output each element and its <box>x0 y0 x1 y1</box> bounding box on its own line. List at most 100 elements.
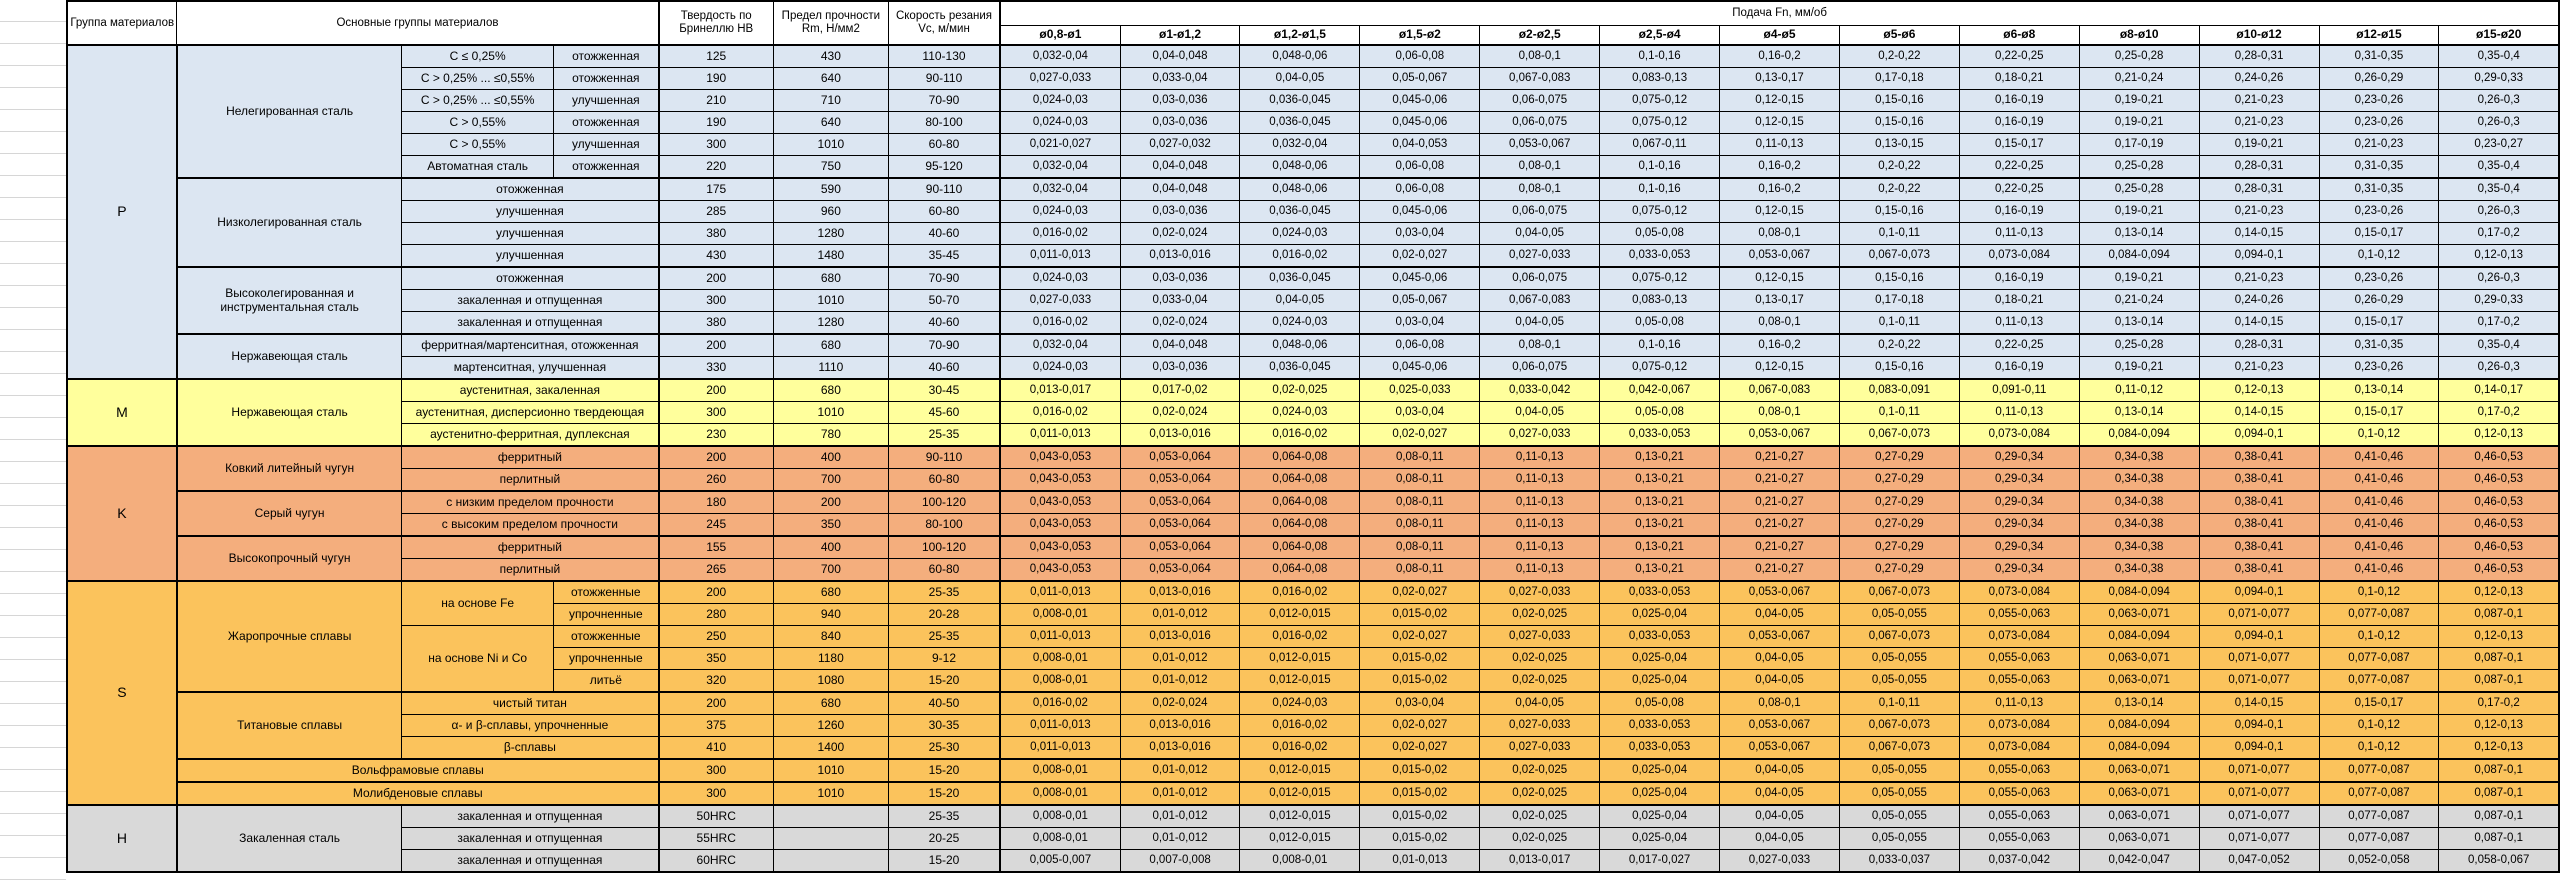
sub-material-cell[interactable]: ферритный <box>401 445 660 469</box>
feed-cell[interactable]: 0,008-0,01 <box>999 669 1121 693</box>
feed-cell[interactable]: 0,12-0,13 <box>2198 378 2320 402</box>
feed-cell[interactable]: 0,46-0,53 <box>2438 558 2560 582</box>
feed-cell[interactable]: 0,04-0,048 <box>1119 333 1241 357</box>
feed-cell[interactable]: 0,13-0,21 <box>1599 468 1721 492</box>
feed-cell[interactable]: 0,05-0,08 <box>1599 311 1721 335</box>
speed-cell[interactable]: 70-90 <box>887 89 1001 112</box>
feed-cell[interactable]: 0,087-0,1 <box>2438 781 2560 806</box>
feed-cell[interactable]: 0,23-0,26 <box>2318 266 2440 290</box>
sub-material-cell[interactable]: закаленная и отпущенная <box>401 827 660 850</box>
feed-cell[interactable]: 0,036-0,045 <box>1239 266 1361 290</box>
feed-cell[interactable]: 0,013-0,016 <box>1119 736 1241 760</box>
strength-cell[interactable]: 1010 <box>772 133 889 156</box>
feed-cell[interactable]: 0,084-0,094 <box>2078 423 2200 447</box>
hardness-cell[interactable]: 220 <box>657 155 774 179</box>
feed-cell[interactable]: 0,11-0,13 <box>1479 445 1601 469</box>
feed-cell[interactable]: 0,27-0,29 <box>1838 490 1960 514</box>
sub-material-cell[interactable]: β-сплавы <box>401 736 660 760</box>
feed-cell[interactable]: 0,27-0,29 <box>1838 468 1960 492</box>
sub-material-cell[interactable]: отожженные <box>553 625 660 648</box>
feed-cell[interactable]: 0,22-0,25 <box>1958 333 2080 357</box>
header-group[interactable]: Группа материалов <box>66 0 178 46</box>
feed-cell[interactable]: 0,13-0,14 <box>2078 691 2200 715</box>
feed-cell[interactable]: 0,16-0,19 <box>1958 111 2080 134</box>
hardness-cell[interactable]: 375 <box>657 714 774 737</box>
feed-cell[interactable]: 0,41-0,46 <box>2318 445 2440 469</box>
speed-cell[interactable]: 45-60 <box>887 401 1001 424</box>
feed-cell[interactable]: 0,091-0,11 <box>1958 378 2080 402</box>
feed-cell[interactable]: 0,01-0,013 <box>1359 849 1481 873</box>
feed-cell[interactable]: 0,024-0,03 <box>999 266 1121 290</box>
feed-cell[interactable]: 0,064-0,08 <box>1239 490 1361 514</box>
feed-cell[interactable]: 0,027-0,033 <box>999 289 1121 312</box>
feed-cell[interactable]: 0,033-0,053 <box>1599 714 1721 737</box>
feed-cell[interactable]: 0,23-0,27 <box>2438 133 2560 156</box>
feed-cell[interactable]: 0,13-0,14 <box>2078 222 2200 245</box>
feed-cell[interactable]: 0,017-0,02 <box>1119 378 1241 402</box>
strength-cell[interactable]: 590 <box>772 177 889 201</box>
feed-cell[interactable]: 0,12-0,13 <box>2438 714 2560 737</box>
feed-cell[interactable]: 0,19-0,21 <box>2198 133 2320 156</box>
feed-cell[interactable]: 0,016-0,02 <box>1239 580 1361 604</box>
feed-cell[interactable]: 0,05-0,055 <box>1838 804 1960 828</box>
feed-cell[interactable]: 0,06-0,075 <box>1479 89 1601 112</box>
feed-cell[interactable]: 0,02-0,027 <box>1359 625 1481 648</box>
hardness-cell[interactable]: 410 <box>657 736 774 760</box>
feed-cell[interactable]: 0,043-0,053 <box>999 513 1121 537</box>
feed-cell[interactable]: 0,01-0,012 <box>1119 781 1241 806</box>
hardness-cell[interactable]: 55HRC <box>657 827 774 850</box>
feed-cell[interactable]: 0,077-0,087 <box>2318 647 2440 670</box>
feed-cell[interactable]: 0,27-0,29 <box>1838 535 1960 559</box>
speed-cell[interactable]: 20-28 <box>887 603 1001 626</box>
feed-cell[interactable]: 0,41-0,46 <box>2318 513 2440 537</box>
sub-material-cell[interactable]: отожженная <box>401 266 660 290</box>
feed-cell[interactable]: 0,04-0,05 <box>1719 669 1840 693</box>
feed-cell[interactable]: 0,03-0,036 <box>1119 266 1241 290</box>
feed-cell[interactable]: 0,053-0,064 <box>1119 535 1241 559</box>
feed-cell[interactable]: 0,13-0,14 <box>2078 311 2200 335</box>
feed-cell[interactable]: 0,064-0,08 <box>1239 513 1361 537</box>
feed-cell[interactable]: 0,005-0,007 <box>999 849 1121 873</box>
material-cell[interactable]: Жаропрочные сплавы <box>176 580 403 693</box>
strength-cell[interactable]: 1110 <box>772 356 889 380</box>
speed-cell[interactable]: 60-80 <box>887 468 1001 492</box>
strength-cell[interactable]: 710 <box>772 89 889 112</box>
feed-cell[interactable]: 0,15-0,16 <box>1838 111 1960 134</box>
feed-cell[interactable]: 0,02-0,027 <box>1359 580 1481 604</box>
feed-cell[interactable]: 0,19-0,21 <box>2078 356 2200 380</box>
feed-cell[interactable]: 0,058-0,067 <box>2438 849 2560 873</box>
feed-cell[interactable]: 0,011-0,013 <box>999 714 1121 737</box>
feed-cell[interactable]: 0,46-0,53 <box>2438 490 2560 514</box>
feed-cell[interactable]: 0,087-0,1 <box>2438 669 2560 693</box>
feed-cell[interactable]: 0,11-0,13 <box>1479 468 1601 492</box>
feed-cell[interactable]: 0,016-0,02 <box>999 401 1121 424</box>
feed-cell[interactable]: 0,05-0,055 <box>1838 827 1960 850</box>
feed-cell[interactable]: 0,08-0,11 <box>1359 535 1481 559</box>
feed-cell[interactable]: 0,043-0,053 <box>999 468 1121 492</box>
sub-material-cell[interactable]: улучшенная <box>401 222 660 245</box>
feed-cell[interactable]: 0,02-0,025 <box>1479 758 1601 783</box>
feed-cell[interactable]: 0,011-0,013 <box>999 736 1121 760</box>
material-cell[interactable]: Серый чугун <box>176 490 403 537</box>
feed-cell[interactable]: 0,055-0,063 <box>1958 647 2080 670</box>
feed-cell[interactable]: 0,21-0,23 <box>2198 266 2320 290</box>
feed-cell[interactable]: 0,077-0,087 <box>2318 758 2440 783</box>
feed-cell[interactable]: 0,067-0,083 <box>1479 289 1601 312</box>
strength-cell[interactable]: 1260 <box>772 714 889 737</box>
feed-cell[interactable]: 0,027-0,033 <box>1719 849 1840 873</box>
feed-cell[interactable]: 0,08-0,1 <box>1719 311 1840 335</box>
material-cell[interactable]: Титановые сплавы <box>176 691 403 760</box>
feed-cell[interactable]: 0,02-0,024 <box>1119 691 1241 715</box>
feed-cell[interactable]: 0,025-0,033 <box>1359 378 1481 402</box>
feed-cell[interactable]: 0,073-0,084 <box>1958 736 2080 760</box>
sub-material-cell[interactable]: C > 0,25% ... ≤0,55% <box>401 89 555 112</box>
feed-cell[interactable]: 0,02-0,027 <box>1359 423 1481 447</box>
feed-cell[interactable]: 0,38-0,41 <box>2198 445 2320 469</box>
feed-cell[interactable]: 0,01-0,012 <box>1119 647 1241 670</box>
feed-cell[interactable]: 0,21-0,27 <box>1719 535 1840 559</box>
feed-cell[interactable]: 0,077-0,087 <box>2318 603 2440 626</box>
feed-cell[interactable]: 0,008-0,01 <box>999 647 1121 670</box>
feed-cell[interactable]: 0,31-0,35 <box>2318 177 2440 201</box>
feed-cell[interactable]: 0,2-0,22 <box>1838 177 1960 201</box>
strength-cell[interactable]: 700 <box>772 468 889 492</box>
